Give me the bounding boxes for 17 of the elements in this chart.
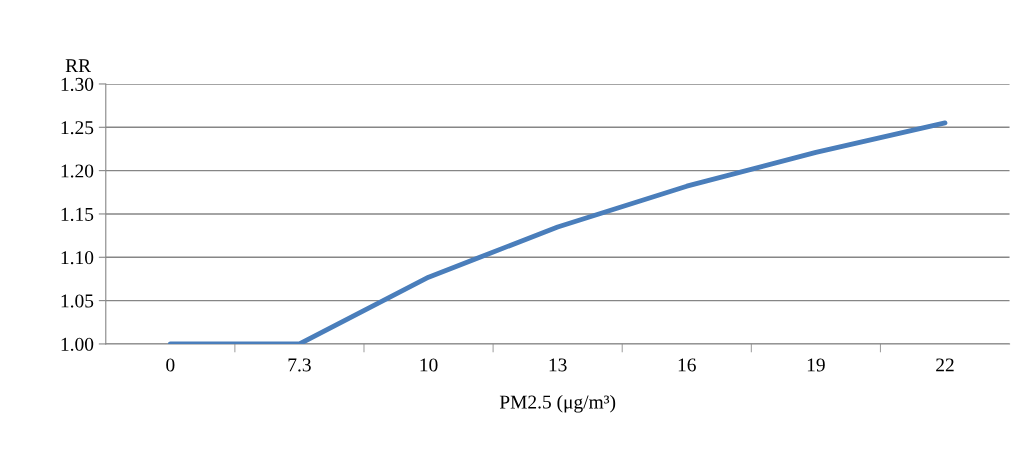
x-tick-label: 19 [807,358,825,372]
y-tick-label: 1.25 [61,121,94,135]
y-tick-label: 1.05 [61,294,94,308]
y-tick-label: 1.30 [61,77,94,91]
y-tick-label: 1.00 [61,337,94,351]
y-tick-label: 1.10 [61,251,94,265]
line-series [167,120,948,344]
x-tick-label: 0 [166,358,175,372]
x-tick-label: 22 [936,358,954,372]
x-tick-label: 10 [420,358,438,372]
y-tick-label: 1.20 [61,164,94,178]
x-axis-title: PM2.5 (μg/m³) [499,394,616,413]
x-tick-label: 13 [549,358,567,372]
x-tick-label: 16 [678,358,696,372]
y-axis-title: RR [65,59,92,73]
y-tick-label: 1.15 [61,207,94,221]
x-tick-label: 7.3 [288,358,311,372]
